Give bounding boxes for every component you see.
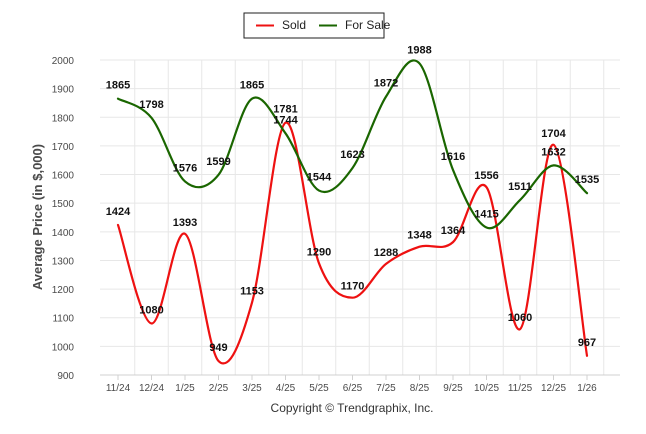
series-line-for-sale [116,59,589,230]
sold-data-label-12/24: 1080 [139,304,163,316]
series-line-sold [116,121,589,365]
for-sale-data-label-4/25: 1744 [273,114,298,126]
x-tick-label-5/25: 5/25 [309,383,329,394]
for-sale-data-label-11/24: 1865 [106,80,130,92]
label-layer: 1424 1080 1393 949 1153 1781 1290 1170 1288 1348 1… [106,44,599,354]
for-sale-data-label-10/25: 1415 [474,209,498,221]
y-tick-label-1300: 1300 [52,256,75,267]
x-tick-label-12/25: 12/25 [541,383,566,394]
sold-data-label-6/25: 1170 [341,281,365,293]
x-tick-label-10/25: 10/25 [474,383,499,394]
for-sale-data-label-3/25: 1865 [240,80,264,92]
legend: Sold For Sale [243,12,391,39]
x-tick-label-11/24: 11/24 [106,383,131,394]
y-axis-title: Average Price (in $,000) [30,144,45,290]
for-sale-data-label-12/25: 1632 [541,146,565,158]
sold-data-label-1/26: 967 [578,337,596,349]
for-sale-data-label-12/24: 1798 [139,99,163,111]
x-tick-label-1/25: 1/25 [175,383,195,394]
y-tick-label-2000: 2000 [52,56,75,67]
y-tick-label-1100: 1100 [52,314,74,325]
y-tick-label-1600: 1600 [52,171,75,182]
sold-data-label-12/25: 1704 [541,128,566,140]
for-sale-data-label-1/25: 1576 [173,162,197,174]
sold-data-label-2/25: 949 [209,342,227,354]
for-sale-data-label-9/25: 1616 [441,151,465,163]
for-sale-data-label-11/25: 1511 [508,181,532,193]
y-tick-label-1000: 1000 [52,342,75,353]
grid-layer [100,59,620,376]
y-tick-label-1200: 1200 [52,285,75,296]
x-tick-label-2/25: 2/25 [209,383,229,394]
axis-layer: 900 1000 1100 1200 1300 1400 1500 1600 1700 1800 1… [52,56,620,394]
x-tick-label-9/25: 9/25 [443,383,463,394]
sold-data-label-7/25: 1288 [374,247,398,259]
x-tick-label-12/24: 12/24 [139,383,164,394]
y-tick-label-1500: 1500 [52,199,75,210]
sold-data-label-4/25: 1781 [273,104,297,116]
for-sale-data-label-8/25: 1988 [407,44,431,56]
series-layer [116,59,589,365]
y-tick-label-1700: 1700 [52,142,75,153]
x-tick-label-8/25: 8/25 [410,383,430,394]
y-tick-label-900: 900 [57,371,74,382]
sold-data-label-11/25: 1060 [508,312,532,324]
for-sale-data-label-1/26: 1535 [575,174,599,186]
sold-data-label-5/25: 1290 [307,246,331,258]
sold-data-label-11/24: 1424 [106,206,131,218]
legend-sold-label: Sold [282,18,306,32]
x-tick-label-1/26: 1/26 [577,383,597,394]
y-tick-label-1400: 1400 [52,228,75,239]
x-tick-label-6/25: 6/25 [343,383,363,394]
x-tick-label-3/25: 3/25 [242,383,262,394]
sold-data-label-9/25: 1364 [441,225,466,237]
for-sale-data-label-6/25: 1623 [340,149,364,161]
sold-data-label-3/25: 1153 [240,286,264,298]
x-tick-label-7/25: 7/25 [376,383,396,394]
y-tick-label-1800: 1800 [52,113,75,124]
for-sale-data-label-2/25: 1599 [206,156,230,168]
sold-data-label-10/25: 1556 [474,170,498,182]
x-tick-label-4/25: 4/25 [276,383,296,394]
x-tick-label-11/25: 11/25 [508,383,533,394]
copyright-credit: Copyright © Trendgraphix, Inc. [271,401,434,415]
for-sale-data-label-5/25: 1544 [307,172,332,184]
for-sale-data-label-7/25: 1872 [374,78,398,90]
y-tick-label-1900: 1900 [52,85,75,96]
sold-data-label-8/25: 1348 [407,230,431,242]
sold-data-label-1/25: 1393 [173,217,197,229]
legend-forsale-label: For Sale [345,18,391,32]
